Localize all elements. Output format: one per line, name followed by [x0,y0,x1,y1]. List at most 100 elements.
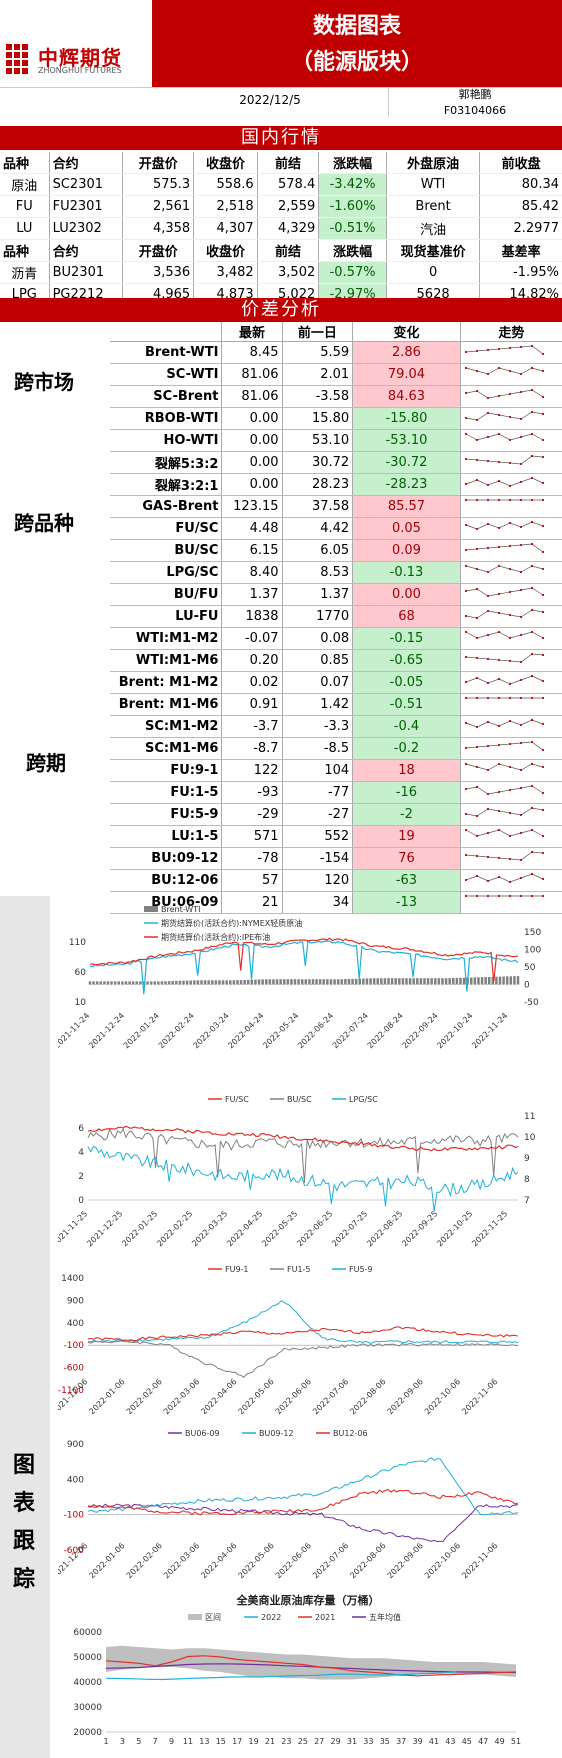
x-tick: 2022-05-24 [261,1011,300,1050]
legend-bu06-09-label: BU06-09 [185,1429,220,1438]
chart-section-label: 图表跟踪 [13,1452,36,1592]
spread-trend [460,869,562,892]
x-tick: 2022-06-06 [274,1377,313,1416]
domestic-cell: 2,518 [193,195,258,218]
spread-latest: 0.00 [221,473,283,496]
y-tick: -600 [64,1364,85,1374]
chart-side-panel [0,896,50,1758]
y-tick-left: 2 [78,1172,84,1182]
domestic-header-cell: 品种 [0,152,50,174]
x-tick: 2022-05-25 [260,1209,299,1248]
x-tick: 49 [495,1737,505,1746]
chart-title: 全美商业原油库存量（万桶） [236,1593,380,1607]
sparkline [464,872,544,884]
domestic-cell: 4,358 [122,217,195,240]
chart-fu-bu-lpg-sc: FU/SC BU/SC LPG/SC642011109872021-11-25202… [58,1095,536,1248]
x-tick: 2022-03-24 [192,1011,231,1050]
x-tick: 2022-07-06 [311,1377,350,1416]
spread-change: 85.57 [352,495,461,518]
spread-latest: 1838 [221,605,283,628]
sparkline [464,344,544,356]
logo-text-cn: 中辉期货 [38,46,122,70]
x-tick: 2022-09-06 [386,1377,425,1416]
domestic-cell: 4,307 [193,217,258,240]
series-nymex [89,939,519,995]
domestic-header-cell: 基差率 [479,239,562,262]
spread-change: -0.15 [352,627,461,650]
domestic-cell: 沥青 [0,261,50,284]
domestic-header-cell: 现货基准价 [386,239,481,262]
x-tick: 39 [413,1737,423,1746]
y-tick-right: 11 [524,1112,535,1122]
sparkline [464,762,544,772]
spread-change: 0.09 [352,539,461,562]
series-fu9-1 [87,1326,519,1342]
y-tick: 30000 [73,1703,102,1713]
spread-change: 79.04 [352,363,461,386]
spread-trend [460,539,562,562]
chart-us-crude-stocks: 全美商业原油库存量（万桶） 区间 2022 2021 五年均值 60000 50000 400… [73,1593,521,1746]
x-tick: 2022-10-25 [435,1209,474,1248]
spread-latest: -93 [221,781,283,804]
domestic-band: 国内行情 [0,126,562,150]
spread-header-trend: 走势 [460,322,562,342]
y-tick-right: 8 [524,1175,530,1185]
logo-icon [6,44,28,74]
author-code: F03104066 [443,104,507,117]
spread-trend [460,451,562,474]
divider [388,87,389,117]
spread-table: 最新 前一日 变化 走势 Brent-WTI 8.45 5.59 2.86 SC-WTI… [110,322,562,914]
x-tick: 2022-02-25 [155,1209,194,1248]
spread-prev: 2.01 [282,363,354,386]
spread-latest: 123.15 [221,495,283,518]
spread-name: SC:M1-M6 [110,737,223,760]
spread-latest: 0.91 [221,693,283,716]
spread-row: SC:M1-M6 -8.7 -8.5 -0.2 [110,737,562,760]
spread-trend [460,407,562,430]
x-tick: 2022-01-06 [87,1377,126,1416]
x-tick: 2021-12-25 [85,1209,124,1248]
series-ipe [89,937,519,982]
x-tick: 11 [183,1737,193,1746]
x-tick: 2022-01-06 [87,1541,126,1580]
x-tick: 2022-07-24 [331,1011,370,1050]
legend-range-swatch [188,1614,202,1620]
x-tick: 3 [120,1737,125,1746]
x-tick: 23 [281,1737,291,1746]
spread-name: Brent: M1-M6 [110,693,223,716]
spread-latest: -78 [221,847,283,870]
x-tick: 2022-06-24 [296,1011,335,1050]
y-tick-right: 100 [524,946,541,956]
domestic-cell: -0.51% [318,217,387,240]
spread-name: BU/SC [110,539,223,562]
spread-name: LPG/SC [110,561,223,584]
x-tick: 29 [331,1737,341,1746]
y-tick-left: 10 [75,998,87,1008]
sparkline [464,740,544,752]
x-tick: 2022-03-25 [190,1209,229,1248]
domestic-cell: 85.42 [479,195,562,218]
sparkline [464,718,544,729]
domestic-header-row: 品种 合约 开盘价 收盘价 前结 涨跌幅 现货基准价 基差率 [0,239,562,262]
spread-trend [460,561,562,584]
spread-change: -13 [352,891,461,914]
legend-lpg-sc-label: LPG/SC [349,1095,378,1104]
series-bu-sc [87,1127,519,1184]
series-2021 [105,1655,517,1677]
spread-prev: 37.58 [282,495,354,518]
x-tick: 2022-09-25 [400,1209,439,1248]
spread-change: -0.05 [352,671,461,694]
sparkline [464,476,544,488]
y-tick: -100 [64,1511,85,1521]
x-tick: 2022-08-06 [348,1377,387,1416]
spread-prev: -3.3 [282,715,354,738]
x-tick: 2022-02-06 [125,1541,164,1580]
y-tick-left: 0 [78,1196,84,1206]
domestic-cell: -1.95% [479,261,562,284]
spread-prev: 15.80 [282,407,354,430]
x-tick: 2022-01-24 [122,1011,161,1050]
spread-name: 裂解3:2:1 [110,473,223,496]
x-tick: 2022-11-25 [470,1209,509,1248]
x-tick: 47 [478,1737,488,1746]
spread-change: 19 [352,825,461,848]
